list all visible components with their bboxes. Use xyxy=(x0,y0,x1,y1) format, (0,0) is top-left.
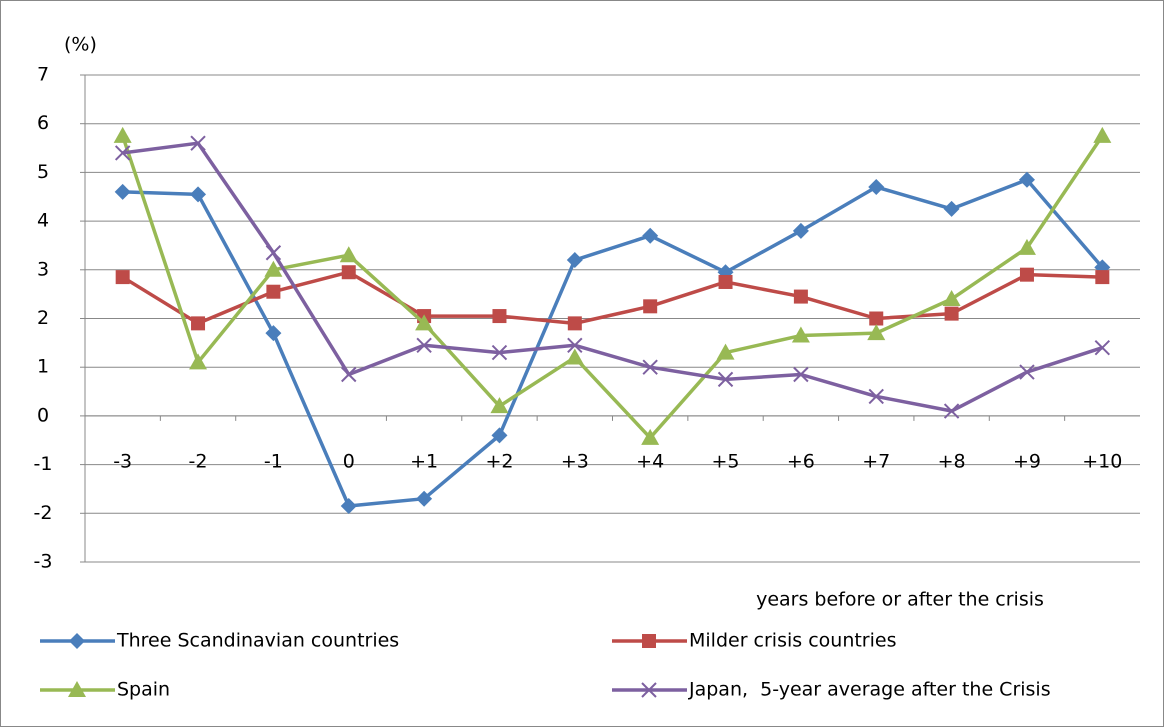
y-tick-label: 6 xyxy=(37,112,49,134)
point xyxy=(643,299,658,314)
series-line xyxy=(122,141,1103,413)
point xyxy=(190,135,206,151)
point xyxy=(341,265,356,280)
point xyxy=(114,183,131,200)
point xyxy=(718,274,733,289)
point xyxy=(1019,364,1035,380)
x-tick-label: +7 xyxy=(862,450,890,472)
point xyxy=(191,316,206,331)
x-tick-label: +9 xyxy=(1013,450,1041,472)
point xyxy=(944,306,959,321)
x-tick-label: -1 xyxy=(264,450,283,472)
legend-label: Japan, 5-year average after the Crisis xyxy=(688,679,1051,701)
point xyxy=(566,252,583,269)
point xyxy=(942,290,961,307)
y-tick-label: -1 xyxy=(34,453,53,475)
point xyxy=(264,260,283,277)
x-tick-label: +10 xyxy=(1082,450,1122,472)
series-line xyxy=(122,177,1104,508)
x-tick-label: +3 xyxy=(561,450,589,472)
x-tick-label: -3 xyxy=(113,450,132,472)
point xyxy=(1018,171,1035,188)
point xyxy=(265,245,282,261)
point xyxy=(716,343,735,360)
x-tick-label: +1 xyxy=(410,450,438,472)
point xyxy=(114,145,131,161)
point xyxy=(868,388,884,405)
series-line xyxy=(121,134,1104,440)
point xyxy=(416,337,432,353)
x-tick-label: +2 xyxy=(485,450,513,472)
point xyxy=(642,359,658,375)
point xyxy=(265,325,282,342)
legend-marker xyxy=(642,634,656,648)
y-tick-label: 4 xyxy=(37,210,49,232)
point xyxy=(869,311,884,326)
point xyxy=(190,186,207,203)
point xyxy=(339,246,358,263)
point xyxy=(943,200,960,217)
point xyxy=(115,270,130,285)
x-tick-label: 0 xyxy=(343,450,355,472)
point xyxy=(1094,340,1111,356)
point xyxy=(791,326,810,343)
point xyxy=(793,366,809,383)
point xyxy=(490,397,509,414)
point xyxy=(113,126,132,143)
y-tick-label: -2 xyxy=(34,502,53,524)
point xyxy=(567,337,583,353)
x-tick-label: +8 xyxy=(938,450,966,472)
point xyxy=(189,353,208,370)
point xyxy=(717,371,734,388)
point xyxy=(943,403,960,419)
point xyxy=(1095,270,1110,285)
x-axis-label: years before or after the crisis xyxy=(756,589,1044,611)
point xyxy=(567,316,582,331)
y-tick-label: 0 xyxy=(37,404,49,426)
y-tick-label: -3 xyxy=(34,551,53,573)
point xyxy=(1019,267,1034,282)
point xyxy=(1017,238,1036,255)
point xyxy=(492,309,507,324)
point xyxy=(415,314,434,331)
legend-label: Milder crisis countries xyxy=(689,630,897,652)
legend-marker xyxy=(69,633,85,649)
x-tick-label: +6 xyxy=(787,450,815,472)
point xyxy=(491,344,508,361)
point xyxy=(868,179,885,196)
legend-label: Spain xyxy=(117,679,170,701)
point xyxy=(793,289,808,304)
point xyxy=(491,427,508,444)
series-line xyxy=(121,270,1103,326)
point xyxy=(1093,126,1112,143)
y-axis-label: (%) xyxy=(64,34,97,56)
point xyxy=(341,366,357,383)
y-tick-label: 1 xyxy=(37,356,49,378)
point xyxy=(416,490,433,507)
x-tick-label: +4 xyxy=(636,450,664,472)
point xyxy=(266,284,281,299)
y-tick-label: 2 xyxy=(37,307,49,329)
legend-label: Three Scandinavian countries xyxy=(116,630,399,652)
y-tick-label: 5 xyxy=(37,161,49,183)
point xyxy=(867,324,886,341)
y-tick-label: 3 xyxy=(37,258,49,280)
point xyxy=(565,348,584,365)
legend-marker xyxy=(641,682,657,698)
y-tick-label: 7 xyxy=(37,64,49,86)
point xyxy=(641,428,660,445)
legend-marker xyxy=(68,681,86,697)
point xyxy=(340,497,357,514)
x-tick-label: -2 xyxy=(189,450,208,472)
point xyxy=(642,227,659,244)
point xyxy=(792,222,809,239)
x-tick-label: +5 xyxy=(712,450,740,472)
